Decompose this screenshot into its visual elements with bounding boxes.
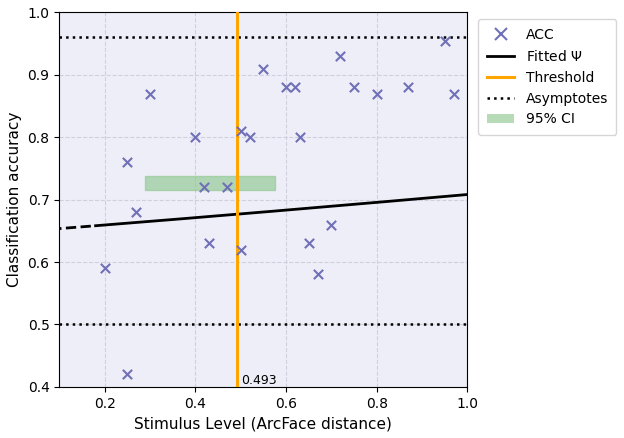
Point	[258, 65, 268, 72]
Point	[449, 90, 459, 97]
Point	[145, 90, 155, 97]
Point	[304, 240, 314, 247]
X-axis label: Stimulus Level (ArcFace distance): Stimulus Level (ArcFace distance)	[134, 416, 392, 431]
Legend: ACC, Fitted $\Psi$, Threshold, Asymptotes, 95% CI: ACC, Fitted $\Psi$, Threshold, Asymptote…	[479, 19, 617, 135]
Point	[372, 90, 382, 97]
Point	[222, 184, 232, 191]
Point	[335, 53, 345, 60]
Point	[122, 159, 132, 166]
Text: 0.493: 0.493	[241, 374, 276, 387]
Point	[290, 84, 300, 91]
Point	[122, 371, 132, 378]
Y-axis label: Classification accuracy: Classification accuracy	[7, 112, 22, 287]
Point	[100, 265, 110, 272]
Point	[326, 221, 336, 228]
Point	[295, 134, 305, 141]
Point	[190, 134, 200, 141]
Point	[204, 240, 214, 247]
Point	[245, 134, 255, 141]
Point	[131, 208, 141, 215]
Point	[199, 184, 209, 191]
Point	[349, 84, 359, 91]
Point	[281, 84, 291, 91]
Point	[440, 37, 450, 44]
Point	[236, 246, 246, 253]
Point	[236, 127, 246, 134]
Point	[403, 84, 413, 91]
Point	[313, 271, 323, 278]
Point	[272, 389, 282, 396]
